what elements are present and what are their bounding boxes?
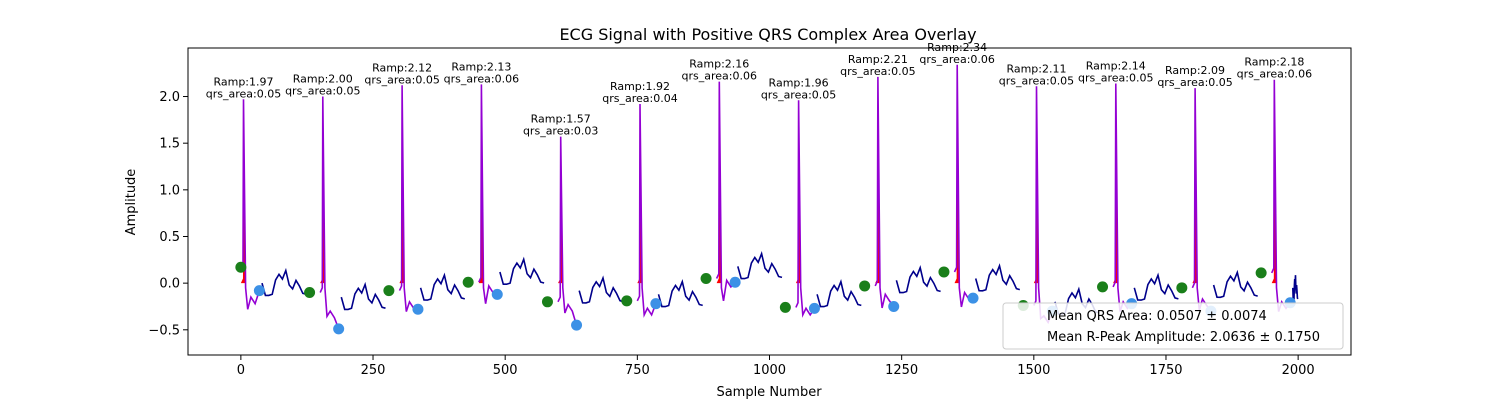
qrs-area-annotation: qrs_area:0.06 bbox=[1237, 68, 1312, 81]
qrs-offset-marker bbox=[491, 288, 503, 300]
qrs-onset-marker bbox=[541, 296, 553, 308]
qrs-offset-marker bbox=[888, 300, 900, 312]
legend-box bbox=[1002, 302, 1344, 350]
x-tick-label: 500 bbox=[493, 363, 518, 378]
y-tick-label: 1.5 bbox=[159, 137, 180, 152]
y-tick-label: 1.0 bbox=[159, 183, 180, 198]
r-amp-annotation: Ramp:1.92 bbox=[610, 80, 670, 93]
qrs-onset-marker bbox=[1097, 281, 1109, 293]
x-tick-label: 1750 bbox=[1149, 363, 1182, 378]
qrs-onset-marker bbox=[621, 295, 633, 307]
r-amp-annotation: Ramp:2.11 bbox=[1006, 62, 1066, 75]
r-amp-annotation: Ramp:1.57 bbox=[531, 113, 591, 126]
qrs-area-annotation: qrs_area:0.05 bbox=[285, 85, 360, 98]
qrs-area-annotation: qrs_area:0.05 bbox=[1078, 71, 1153, 84]
x-tick-label: 750 bbox=[625, 363, 650, 378]
qrs-onset-marker bbox=[462, 276, 474, 288]
qrs-offset-marker bbox=[571, 319, 583, 331]
x-tick-label: 1250 bbox=[885, 363, 918, 378]
qrs-area-annotation: qrs_area:0.05 bbox=[364, 73, 439, 86]
r-amp-annotation: Ramp:2.21 bbox=[848, 53, 908, 66]
qrs-area-annotation: qrs_area:0.04 bbox=[602, 92, 677, 105]
qrs-area-annotation: qrs_area:0.06 bbox=[682, 70, 757, 83]
ecg-signal-line bbox=[261, 251, 1299, 315]
plot-area: Ramp:1.97qrs_area:0.05Ramp:2.00qrs_area:… bbox=[206, 41, 1312, 335]
qrs-offset-marker bbox=[967, 292, 979, 304]
qrs-area-annotation: qrs_area:0.05 bbox=[761, 88, 836, 101]
legend-entry: Mean R-Peak Amplitude: 2.0636 ± 0.1750 bbox=[1047, 330, 1320, 345]
r-amp-annotation: Ramp:1.97 bbox=[213, 75, 273, 88]
qrs-offset-marker bbox=[412, 303, 424, 315]
qrs-offset-marker bbox=[650, 298, 662, 310]
qrs-onset-marker bbox=[938, 266, 950, 278]
qrs-offset-marker bbox=[253, 285, 265, 297]
qrs-area-annotation: qrs_area:0.05 bbox=[1157, 76, 1232, 89]
legend: Mean QRS Area: 0.0507 ± 0.0074 Mean R-Pea… bbox=[1002, 302, 1344, 350]
qrs-onset-marker bbox=[1255, 267, 1267, 279]
x-axis-label: Sample Number bbox=[716, 385, 822, 400]
r-amp-annotation: Ramp:2.00 bbox=[293, 73, 353, 86]
qrs-area-annotation: qrs_area:0.03 bbox=[523, 125, 598, 138]
qrs-offset-marker bbox=[808, 302, 820, 314]
qrs-area-annotation: qrs_area:0.05 bbox=[999, 74, 1074, 87]
qrs-offset-marker bbox=[729, 276, 741, 288]
x-tick-label: 2000 bbox=[1282, 363, 1315, 378]
r-amp-annotation: Ramp:2.18 bbox=[1244, 56, 1304, 69]
qrs-area-annotation: qrs_area:0.06 bbox=[919, 53, 994, 66]
qrs-segment-line bbox=[240, 64, 1291, 330]
r-amp-annotation: Ramp:2.16 bbox=[689, 58, 749, 71]
x-tick-label: 1500 bbox=[1017, 363, 1050, 378]
x-tick-label: 250 bbox=[361, 363, 386, 378]
y-tick-label: −0.5 bbox=[148, 323, 180, 338]
r-amp-annotation: Ramp:1.96 bbox=[769, 76, 829, 89]
qrs-offset-marker bbox=[333, 323, 345, 335]
r-amp-annotation: Ramp:2.13 bbox=[451, 60, 511, 73]
qrs-area-annotation: qrs_area:0.05 bbox=[206, 87, 281, 100]
r-amp-annotation: Ramp:2.34 bbox=[927, 41, 987, 54]
y-tick-label: 2.0 bbox=[159, 90, 180, 105]
x-tick-label: 1000 bbox=[753, 363, 786, 378]
r-amp-annotation: Ramp:2.09 bbox=[1165, 64, 1225, 77]
legend-entry: Mean QRS Area: 0.0507 ± 0.0074 bbox=[1047, 309, 1267, 324]
y-tick-label: 0.0 bbox=[159, 277, 180, 292]
qrs-onset-marker bbox=[779, 301, 791, 313]
qrs-onset-marker bbox=[383, 285, 395, 297]
qrs-onset-marker bbox=[700, 272, 712, 284]
axes: 0 250 500 750 1000 1250 1500 1750 2000 −0.5 0.0 0.5… bbox=[148, 90, 1314, 378]
qrs-onset-marker bbox=[1176, 282, 1188, 294]
y-axis-label: Amplitude bbox=[124, 169, 139, 236]
r-amp-annotation: Ramp:2.12 bbox=[372, 61, 432, 74]
chart-title: ECG Signal with Positive QRS Complex Are… bbox=[559, 25, 976, 44]
y-tick-label: 0.5 bbox=[159, 230, 180, 245]
qrs-area-annotation: qrs_area:0.06 bbox=[444, 72, 519, 85]
qrs-onset-marker bbox=[859, 280, 871, 292]
r-amp-annotation: Ramp:2.14 bbox=[1086, 59, 1146, 72]
qrs-onset-marker bbox=[304, 286, 316, 298]
x-tick-label: 0 bbox=[237, 363, 245, 378]
qrs-onset-marker bbox=[235, 261, 247, 273]
qrs-area-annotation: qrs_area:0.05 bbox=[840, 65, 915, 78]
